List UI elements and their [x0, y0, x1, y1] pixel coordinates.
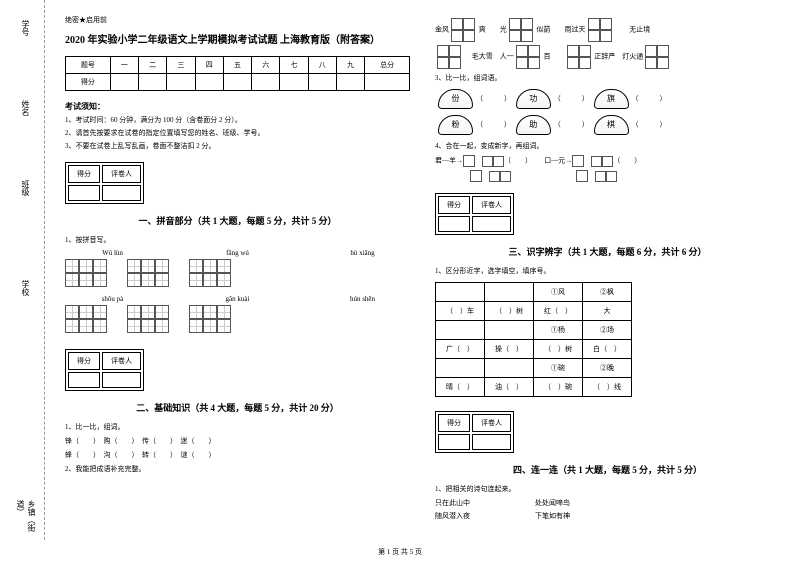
idiom-row: 金风 爽 光 似箭 雨过天 无止境 — [435, 18, 780, 42]
table-row: ①碗②晚 — [436, 359, 632, 378]
pinyin-row: shǒu pàgǎn kuàihún shēn — [65, 295, 410, 303]
fan-char: 份 — [438, 89, 473, 109]
char-box — [65, 305, 107, 333]
fan-char: 旗 — [594, 89, 629, 109]
question-label: 3、比一比，组词语。 — [435, 73, 780, 83]
fill-box — [451, 18, 475, 42]
fill-box — [567, 45, 591, 69]
scorer-box: 得分评卷人 — [435, 411, 514, 453]
sidebar-label-id: 学号 — [20, 20, 31, 36]
fill-box — [437, 45, 461, 69]
result-box — [463, 155, 475, 167]
fan-char: 功 — [516, 89, 551, 109]
section-3-title: 三、识字辨字（共 1 大题，每题 6 分，共计 6 分） — [435, 245, 780, 258]
idiom-row: 毛大雪 人一 百 正辞严 灯火通 — [435, 45, 780, 69]
question-label: 1、区分形近字，选字填空，填序号。 — [435, 266, 780, 276]
word-box — [489, 171, 511, 182]
poem-pair: 只在此山中处处闻啼鸟 — [435, 498, 780, 508]
result-box — [576, 170, 588, 182]
secrecy-note: 绝密★启用前 — [65, 15, 410, 25]
compare-row: 锋（ ） 购（ ） 传（ ） 迷（ ） — [65, 436, 410, 447]
fill-box — [645, 45, 669, 69]
fan-char: 粉 — [438, 115, 473, 135]
fill-box — [509, 18, 533, 42]
combine-row: 君—羊→ （ ） 口—元→ （ ） — [435, 155, 780, 167]
scorer-box: 得分评卷人 — [65, 349, 144, 391]
score-summary-table: 题号 一 二 三 四 五 六 七 八 九 总分 得分 — [65, 56, 410, 91]
exam-title: 2020 年实验小学二年级语文上学期模拟考试试题 上海教育版（附答案） — [65, 31, 410, 46]
notice-item: 3、不要在试卷上乱写乱画，卷面不整洁扣 2 分。 — [65, 142, 410, 152]
table-row: ①杨②场 — [436, 321, 632, 340]
question-label: 1、比一比，组词。 — [65, 422, 410, 432]
question-label: 4、合在一起，变成新字，再组词。 — [435, 141, 780, 151]
notice-item: 2、请首先按要求在试卷的指定位置填写您的姓名、班级、学号。 — [65, 129, 410, 139]
right-column: 金风 爽 光 似箭 雨过天 无止境 毛大雪 人一 百 正辞严 灯火通 3、比一比… — [435, 15, 780, 525]
question-label: 1、把相关的诗句连起来。 — [435, 484, 780, 494]
fill-table: ①风②枫 （ ）车（ ）树红（ ）大 ①杨②场 广（ ）操（ ）（ ）树白（ ）… — [435, 282, 632, 397]
section-4-title: 四、连一连（共 1 大题，每题 5 分，共计 5 分） — [435, 463, 780, 476]
sidebar-label-class: 班级 — [20, 180, 31, 196]
word-box — [482, 156, 504, 167]
fill-box — [516, 45, 540, 69]
section-2-title: 二、基础知识（共 4 大题，每题 5 分，共计 20 分） — [65, 401, 410, 414]
fan-row: 份（ ） 功（ ） 旗（ ） — [435, 89, 780, 109]
question-label: 1、按拼音写。 — [65, 235, 410, 245]
char-grid-row — [65, 259, 410, 287]
section-1-title: 一、拼音部分（共 1 大题，每题 5 分，共计 5 分） — [65, 214, 410, 227]
sidebar-label-name: 姓名 — [20, 100, 31, 116]
word-box — [591, 156, 613, 167]
table-row: 晴（ ）油（ ）（ ）碗（ ）线 — [436, 378, 632, 397]
table-row: 题号 一 二 三 四 五 六 七 八 九 总分 — [66, 57, 410, 74]
fan-char: 助 — [516, 115, 551, 135]
result-box — [572, 155, 584, 167]
page-footer: 第 1 页 共 5 页 — [0, 547, 800, 557]
pinyin-row: Wú lùnfǎng wúhù xiāng — [65, 249, 410, 257]
left-column: 绝密★启用前 2020 年实验小学二年级语文上学期模拟考试试题 上海教育版（附答… — [65, 15, 410, 525]
char-box — [127, 259, 169, 287]
char-box — [189, 305, 231, 333]
table-row: 广（ ）操（ ）（ ）树白（ ） — [436, 340, 632, 359]
sidebar-label-school: 学校 — [20, 280, 31, 296]
char-grid-row — [65, 305, 410, 333]
scorer-box: 得分评卷人 — [65, 162, 144, 204]
word-box — [595, 171, 617, 182]
table-row: ①风②枫 — [436, 283, 632, 302]
char-box — [189, 259, 231, 287]
fill-box — [588, 18, 612, 42]
char-box — [65, 259, 107, 287]
table-row: （ ）车（ ）树红（ ）大 — [436, 302, 632, 321]
result-box — [470, 170, 482, 182]
char-box — [127, 305, 169, 333]
question-label: 2、我能把成语补充完整。 — [65, 464, 410, 474]
poem-pair: 随风潜入夜下笔如有神 — [435, 511, 780, 521]
table-row: 得分 — [66, 74, 410, 91]
notice-heading: 考试须知： — [65, 101, 410, 112]
scorer-box: 得分评卷人 — [435, 193, 514, 235]
fan-char: 棋 — [594, 115, 629, 135]
sidebar-label-town: 乡镇（街道） — [15, 500, 37, 540]
notice-item: 1、考试时间：60 分钟，满分为 100 分（含卷面分 2 分）。 — [65, 116, 410, 126]
fan-row: 粉（ ） 助（ ） 棋（ ） — [435, 115, 780, 135]
combine-row — [435, 170, 780, 182]
compare-row: 蜂（ ） 沟（ ） 转（ ） 谜（ ） — [65, 450, 410, 461]
binding-sidebar: 学号 姓名 班级 学校 乡镇（街道） — [0, 0, 45, 540]
